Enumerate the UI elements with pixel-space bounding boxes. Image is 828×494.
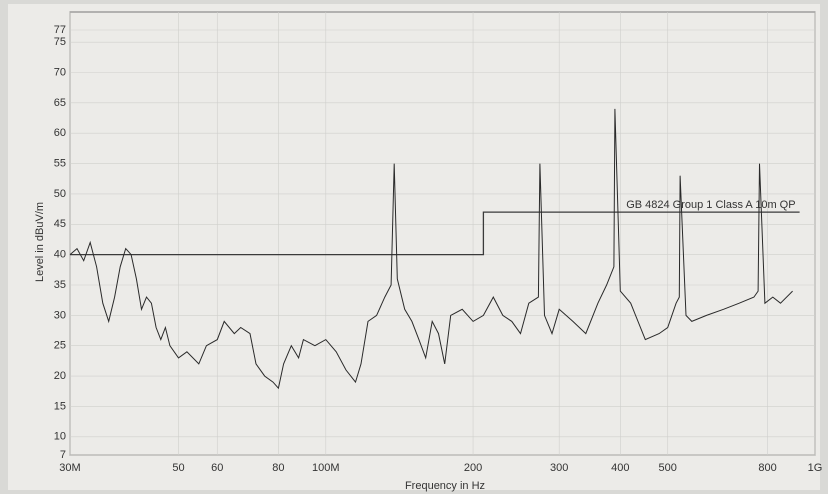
series-line xyxy=(69,108,793,390)
y-axis-label: Level in dBuV/m xyxy=(34,202,46,282)
x-tick-label: 100M xyxy=(312,462,340,474)
x-tick-label: 800 xyxy=(758,462,776,474)
y-tick-label: 55 xyxy=(54,157,66,169)
x-tick-label: 400 xyxy=(611,462,629,474)
x-tick-label: 50 xyxy=(172,462,184,474)
y-tick-label: 70 xyxy=(54,66,66,78)
y-tick-label: 45 xyxy=(54,218,66,230)
y-tick-label: 15 xyxy=(54,400,66,412)
y-tick-label: 75 xyxy=(54,36,66,48)
x-tick-label: 300 xyxy=(550,462,568,474)
series-line xyxy=(70,211,800,256)
y-tick-label: 10 xyxy=(54,431,66,443)
paper xyxy=(8,4,820,490)
x-tick-label: 200 xyxy=(464,462,482,474)
x-tick-label: 60 xyxy=(211,462,223,474)
x-tick-label: 80 xyxy=(272,462,284,474)
x-tick-label: 1G xyxy=(808,462,823,474)
y-tick-label: 20 xyxy=(54,370,66,382)
y-tick-label: 25 xyxy=(54,340,66,352)
y-tick-label: 50 xyxy=(54,188,66,200)
y-tick-label: 60 xyxy=(54,127,66,139)
x-tick-label: 30M xyxy=(59,462,80,474)
y-tick-label: 30 xyxy=(54,309,66,321)
y-tick-label: 35 xyxy=(54,279,66,291)
y-tick-label: 7 xyxy=(60,449,66,461)
y-tick-label: 77 xyxy=(54,24,66,36)
y-tick-label: 65 xyxy=(54,97,66,109)
x-tick-label: 500 xyxy=(659,462,677,474)
x-axis-label: Frequency in Hz xyxy=(405,480,485,492)
y-tick-label: 40 xyxy=(54,249,66,261)
legend-label: GB 4824 Group 1 Class A 10m QP xyxy=(626,199,795,211)
